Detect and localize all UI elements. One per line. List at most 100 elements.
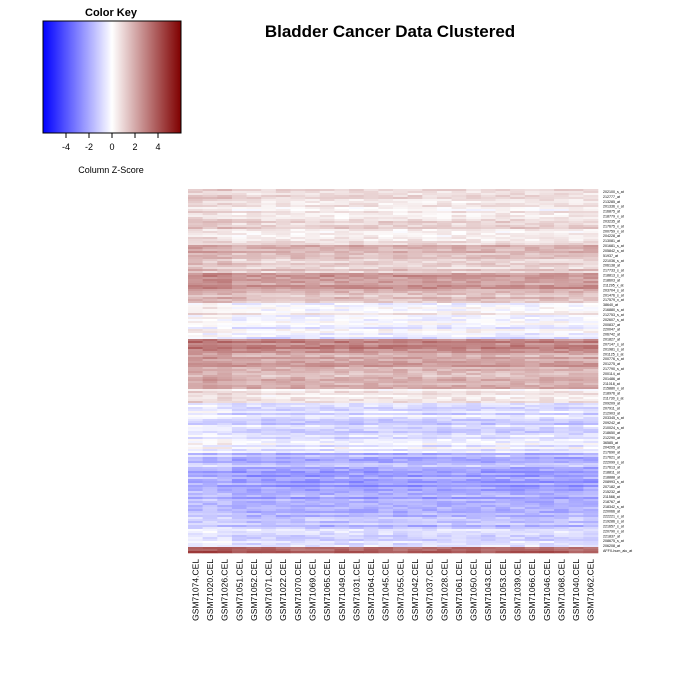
heatmap-cell [261,317,277,320]
heatmap-cell [466,197,482,200]
heatmap-cell [202,369,218,372]
heatmap-cell [202,245,218,248]
heatmap-cell [495,235,511,238]
heatmap-cell [246,541,262,544]
heatmap-cell [480,253,496,256]
heatmap-cell [275,249,291,252]
heatmap-cell [363,325,379,328]
heatmap-cell [568,291,584,294]
heatmap-cell [451,259,467,262]
heatmap-cell [349,379,365,382]
heatmap-cell [480,513,496,516]
heatmap-cell [466,487,482,490]
heatmap-cell [568,245,584,248]
heatmap-cell [290,505,306,508]
heatmap-cell [305,479,321,482]
heatmap-cell [422,207,438,210]
heatmap-cell [246,239,262,242]
heatmap-cell [583,491,599,494]
heatmap-cell [451,395,467,398]
heatmap-cell [510,505,526,508]
heatmap-cell [568,301,584,304]
heatmap-cell [290,357,306,360]
heatmap-cell [539,427,555,430]
heatmap-cell [407,453,423,456]
heatmap-cell [290,243,306,246]
heatmap-cell [231,285,247,288]
heatmap-cell [554,409,570,412]
heatmap-cell [378,493,394,496]
heatmap-cell [202,475,218,478]
heatmap-cell [231,347,247,350]
heatmap-cell [539,305,555,308]
heatmap-cell [305,337,321,340]
heatmap-cell [407,301,423,304]
heatmap-cell [524,265,540,268]
heatmap-cell [261,347,277,350]
heatmap-cell [480,539,496,542]
heatmap-cell [349,335,365,338]
heatmap-cell [451,331,467,334]
heatmap-cell [378,395,394,398]
heatmap-cell [363,297,379,300]
heatmap-cell [554,327,570,330]
heatmap-cell [436,461,452,464]
heatmap-cell [261,413,277,416]
heatmap-cell [261,209,277,212]
heatmap-cell [480,541,496,544]
heatmap-cell [524,343,540,346]
heatmap-cell [378,327,394,330]
heatmap-cell [334,445,350,448]
heatmap-cell [275,297,291,300]
heatmap-cell [524,529,540,532]
heatmap-cell [436,505,452,508]
heatmap-cell [334,257,350,260]
heatmap-cell [422,387,438,390]
heatmap-cell [539,483,555,486]
heatmap-cell [407,477,423,480]
heatmap-cell [422,403,438,406]
heatmap-cell [217,399,233,402]
heatmap-cell [261,527,277,530]
heatmap-cell [466,467,482,470]
heatmap-cell [539,501,555,504]
heatmap-cell [378,261,394,264]
heatmap-cell [451,483,467,486]
heatmap-cell [231,291,247,294]
heatmap-cell [246,275,262,278]
heatmap-cell [217,287,233,290]
heatmap-cell [202,297,218,300]
heatmap-cell [539,221,555,224]
heatmap-cell [290,395,306,398]
heatmap-cell [334,409,350,412]
heatmap-cell [393,511,408,514]
heatmap-cell [524,513,540,516]
heatmap-cell [510,207,526,210]
heatmap-cell [466,217,482,220]
heatmap-cell [495,259,511,262]
heatmap-cell [495,475,511,478]
heatmap-cell [217,319,233,322]
heatmap-cell [554,339,570,342]
heatmap-cell [188,465,203,468]
heatmap-cell [436,295,452,298]
heatmap-cell [422,353,438,356]
heatmap-cell [554,447,570,450]
heatmap-cell [305,345,321,348]
heatmap-cell [305,485,321,488]
heatmap-cell [407,207,423,210]
heatmap-cell [393,465,408,468]
heatmap-cell [524,297,540,300]
heatmap-cell [568,453,584,456]
heatmap-cell [349,271,365,274]
heatmap-cell [202,353,218,356]
heatmap-cell [305,205,321,208]
heatmap-cell [451,219,467,222]
heatmap-cell [480,477,496,480]
heatmap-cell [524,463,540,466]
heatmap-cell [363,523,379,526]
heatmap-cell [290,401,306,404]
heatmap-cell [539,509,555,512]
heatmap-cell [202,205,218,208]
heatmap-cell [246,521,262,524]
